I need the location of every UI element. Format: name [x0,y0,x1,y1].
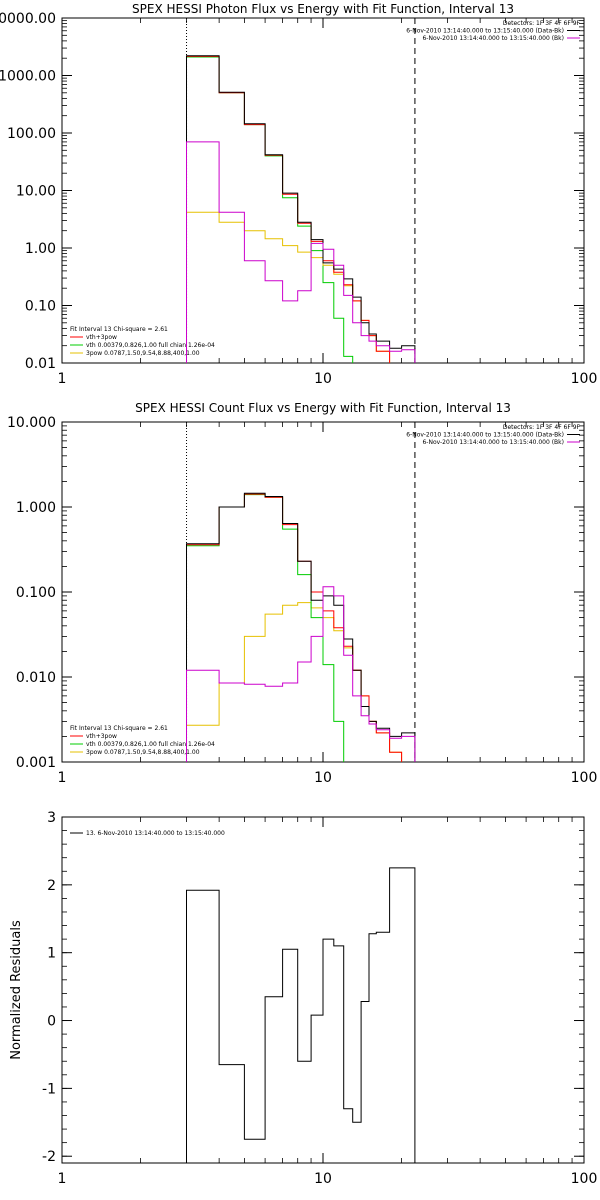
series-line [186,141,416,363]
x-tick-label: 1 [58,770,67,786]
y-tick-label: 0 [47,1014,56,1030]
x-tick-label: 10 [314,770,332,786]
series-line [186,586,416,762]
y-tick-label: 1000.00 [0,69,56,85]
y-tick-label: 0.01 [25,356,56,372]
y-tick-label: 3 [47,810,56,826]
y-tick-label: 0.010 [16,670,56,686]
x-tick-label: 100 [571,371,598,387]
series-line [186,602,416,762]
plot-frame [61,17,585,364]
chart-1: SPEX HESSI Photon Flux vs Energy with Fi… [0,2,598,387]
y-tick-label: 0.10 [25,299,56,315]
x-tick-label: 10 [314,1171,332,1187]
chart-2: SPEX HESSI Count Flux vs Energy with Fit… [7,401,598,786]
chart-3: 1 10 100 -2 -1 0 1 2 3 Normalized Residuals 13. 6-… [9,810,597,1187]
series-line [186,55,416,363]
x-tick-label: 1 [58,371,67,387]
header-label: Detectors: 1F 3F 4F 6F 9F [503,424,581,431]
y-tick-label: 1.000 [16,500,56,516]
series-group [186,55,416,363]
y-tick-label: 1 [47,946,56,962]
header-label: 6-Nov-2010 13:14:40.000 to 13:15:40.000 … [406,28,564,35]
x-tick-label: 100 [571,1171,598,1187]
y-tick-label: -2 [42,1149,56,1165]
legend-label: vth+3pow [86,733,117,740]
legend-label: vth 0.00379,0.826,1.00 full chian 1.26e-… [86,342,215,349]
y-tick-label: 1.00 [25,241,56,257]
series-line [186,211,416,363]
series-line [186,494,416,762]
chart-title: SPEX HESSI Photon Flux vs Energy with Fi… [132,2,514,16]
legend-label: vth+3pow [86,334,117,341]
legend-label: Fit Interval 13 Chi-square = 2.61 [70,725,168,732]
y-tick-label: 10.000 [7,415,56,431]
y-tick-label: 10.00 [16,184,56,200]
y-tick-label: 2 [47,878,56,894]
y-tick-label: 10000.00 [0,11,56,27]
legend-label: 13. 6-Nov-2010 13:14:40.000 to 13:15:40.… [86,830,225,837]
series-group [186,492,416,762]
y-tick-label: 0.100 [16,585,56,601]
x-tick-label: 10 [314,371,332,387]
legend-label: 3pow 0.0787,1.50,9.54,8.88,400,1.00 [86,350,200,357]
x-tick-label: 100 [571,770,598,786]
series-line [186,55,416,363]
header-label: 6-Nov-2010 13:14:40.000 to 13:15:40.000 … [422,35,564,42]
series-line [186,867,416,1163]
series-line [186,493,416,762]
y-tick-label: -1 [42,1081,56,1097]
header-label: Detectors: 1F 3F 4F 6F 9F [503,20,581,27]
chart-title: SPEX HESSI Count Flux vs Energy with Fit… [135,401,511,415]
header-label: 6-Nov-2010 13:14:40.000 to 13:15:40.000 … [422,439,564,446]
series-line [186,56,416,363]
legend-label: 3pow 0.0787,1.50,9.54,8.88,400,1.00 [86,749,200,756]
header-label: 6-Nov-2010 13:14:40.000 to 13:15:40.000 … [406,432,564,439]
legend-label: vth 0.00379,0.826,1.00 full chian 1.26e-… [86,741,215,748]
y-tick-label: 0.001 [16,755,56,771]
x-tick-label: 1 [58,1171,67,1187]
series-line [186,492,416,762]
legend-label: Fit Interval 13 Chi-square = 2.61 [70,326,168,333]
y-axis-label: Normalized Residuals [9,920,24,1060]
y-tick-label: 100.00 [7,126,56,142]
series-group [186,867,416,1163]
